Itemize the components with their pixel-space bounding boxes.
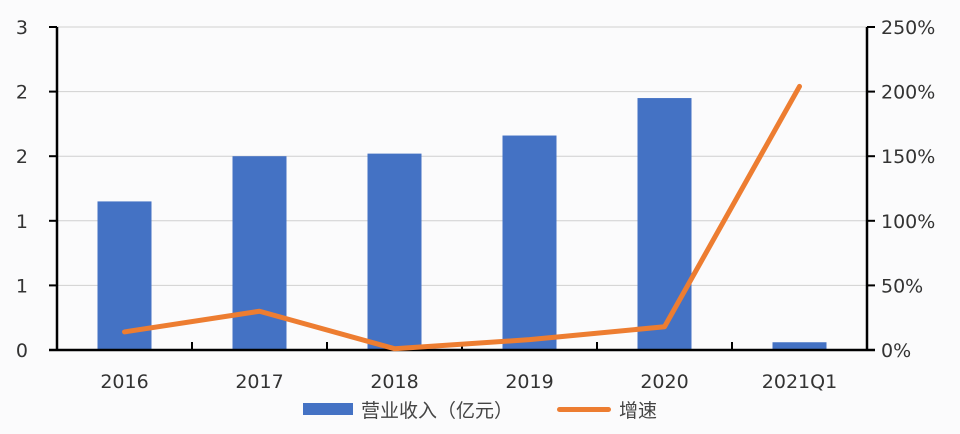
- right-tick-label: 100%: [881, 211, 935, 233]
- legend-label-growth: 增速: [619, 399, 658, 422]
- legend: 营业收入（亿元） 增速: [0, 392, 960, 426]
- bar: [97, 201, 152, 350]
- revenue-bars: [97, 98, 827, 350]
- right-tick-label: 250%: [881, 17, 935, 39]
- x-tick-label: 2019: [505, 371, 553, 393]
- right-tick-label: 150%: [881, 146, 935, 168]
- axis-labels: 0 0%1 50%1 100%2 150%2 200%3 250%2016 2017 2018 2…: [16, 17, 935, 393]
- left-tick-label: 3: [16, 17, 28, 39]
- right-tick-label: 50%: [881, 275, 923, 297]
- left-tick-label: 2: [16, 146, 28, 168]
- gridlines: [57, 26, 867, 286]
- legend-item-revenue: 营业收入（亿元）: [302, 396, 513, 423]
- legend-item-growth: 增速: [557, 396, 657, 423]
- x-tick-label: 2018: [370, 371, 418, 393]
- left-tick-label: 1: [16, 211, 28, 233]
- legend-label-revenue: 营业收入（亿元）: [360, 399, 513, 422]
- bar-swatch-icon: [302, 403, 353, 415]
- left-tick-label: 0: [16, 340, 28, 362]
- left-tick-label: 1: [16, 275, 28, 297]
- right-tick-label: 200%: [881, 82, 935, 104]
- x-tick-label: 2016: [100, 371, 148, 393]
- x-tick-label: 2017: [235, 371, 283, 393]
- x-tick-label: 2020: [640, 371, 688, 393]
- growth-line: [122, 83, 802, 352]
- line-swatch-icon: [557, 406, 611, 412]
- right-tick-label: 0%: [881, 340, 911, 362]
- bar: [502, 135, 557, 350]
- axes: [49, 26, 875, 352]
- bar: [232, 156, 287, 350]
- left-tick-label: 2: [16, 82, 28, 104]
- x-tick-label: 2021Q1: [762, 371, 837, 393]
- bar: [367, 153, 422, 350]
- bar: [772, 342, 827, 350]
- bar: [637, 98, 692, 350]
